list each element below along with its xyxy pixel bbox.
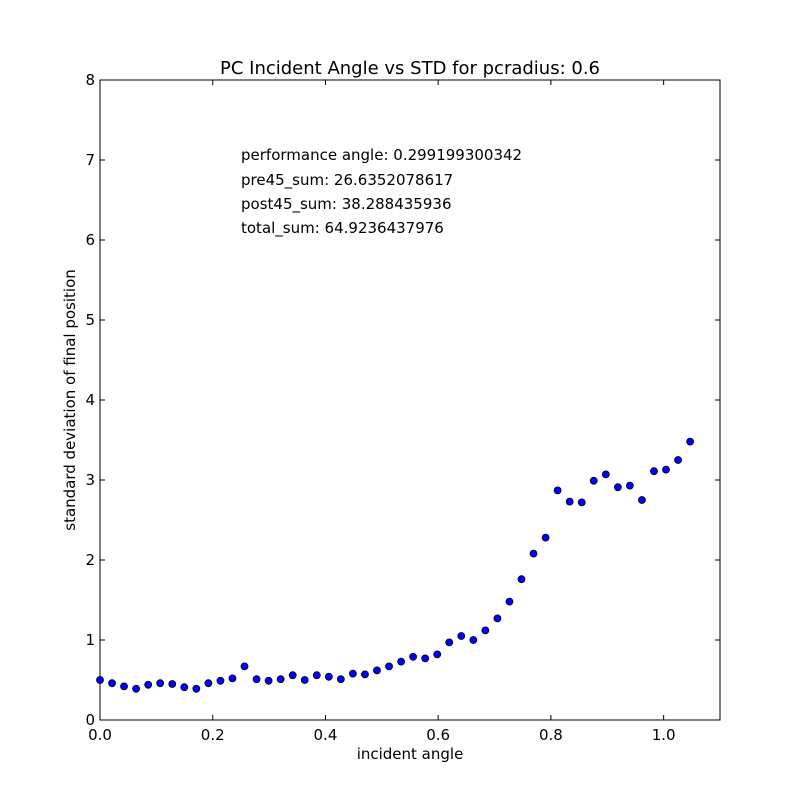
data-point (96, 676, 104, 684)
data-point (120, 682, 128, 691)
data-point (686, 437, 695, 446)
y-axis-ticks: 0 1 2 3 4 5 6 7 8 (85, 71, 720, 729)
data-point (613, 483, 622, 492)
data-point (589, 476, 598, 485)
data-point (650, 467, 658, 476)
data-point (457, 632, 466, 640)
plot-area (99, 79, 721, 721)
data-point (638, 496, 646, 504)
data-point (577, 498, 586, 507)
x-axis-ticks: 0.0 0.2 0.4 0.6 0.8 1.0 (88, 80, 676, 744)
data-point (565, 497, 574, 506)
annotation-total-sum: total_sum: 64.9236437976 (241, 219, 444, 238)
data-point (662, 465, 670, 474)
data-point (324, 672, 333, 681)
data-point (264, 676, 273, 685)
data-point (529, 549, 538, 558)
data-point (601, 470, 610, 479)
data-point (674, 456, 682, 464)
data-point (493, 614, 502, 623)
data-point (216, 676, 225, 685)
data-point (469, 636, 478, 644)
annotation-pre45-sum: pre45_sum: 26.6352078617 (241, 171, 453, 190)
data-point (445, 638, 454, 647)
x-tick-label: 0.6 (426, 726, 450, 744)
data-point (361, 670, 369, 679)
data-point (421, 654, 430, 663)
x-axis-label: incident angle (357, 745, 464, 763)
x-tick-label: 0.2 (201, 726, 225, 744)
data-point (228, 674, 237, 683)
x-tick-label: 0.4 (314, 726, 338, 744)
data-point (385, 662, 393, 671)
data-point (180, 683, 189, 692)
y-tick-label: 4 (85, 391, 95, 409)
y-tick-label: 7 (85, 151, 95, 169)
data-point (108, 679, 116, 688)
data-point (373, 666, 381, 675)
data-point (336, 675, 345, 684)
data-point (156, 679, 165, 688)
y-tick-label: 6 (85, 231, 95, 249)
data-point (252, 675, 261, 684)
y-tick-label: 2 (85, 551, 95, 569)
data-point (397, 657, 405, 666)
y-tick-label: 5 (85, 311, 95, 329)
data-point (288, 671, 297, 680)
y-tick-label: 0 (85, 711, 95, 729)
annotation-performance-angle: performance angle: 0.299199300342 (241, 146, 522, 164)
data-point (625, 481, 634, 490)
y-tick-label: 8 (85, 71, 95, 89)
y-axis-label: standard deviation of final position (61, 269, 79, 531)
y-tick-label: 1 (85, 631, 95, 649)
x-tick-label: 0.8 (539, 726, 563, 744)
data-point (144, 680, 153, 689)
data-point (517, 575, 526, 584)
data-point (553, 486, 562, 495)
data-point (168, 680, 177, 688)
y-tick-label: 3 (85, 471, 95, 489)
data-point (541, 533, 550, 542)
data-point (132, 684, 141, 693)
data-points (96, 437, 695, 693)
annotation-post45-sum: post45_sum: 38.288435936 (241, 195, 451, 214)
chart-title: PC Incident Angle vs STD for pcradius: 0… (220, 58, 600, 79)
x-tick-label: 1.0 (652, 726, 676, 744)
data-point (276, 675, 285, 684)
data-point (300, 676, 309, 684)
data-point (505, 597, 514, 606)
data-point (312, 671, 321, 680)
data-point (481, 626, 490, 635)
data-point (409, 652, 418, 661)
data-point (192, 684, 201, 693)
data-point (433, 650, 442, 659)
x-tick-label: 0.0 (88, 726, 112, 744)
data-point (204, 679, 213, 688)
data-point (349, 669, 357, 678)
data-point (240, 662, 249, 671)
annotation-block: performance angle: 0.299199300342 pre45_… (241, 146, 522, 238)
